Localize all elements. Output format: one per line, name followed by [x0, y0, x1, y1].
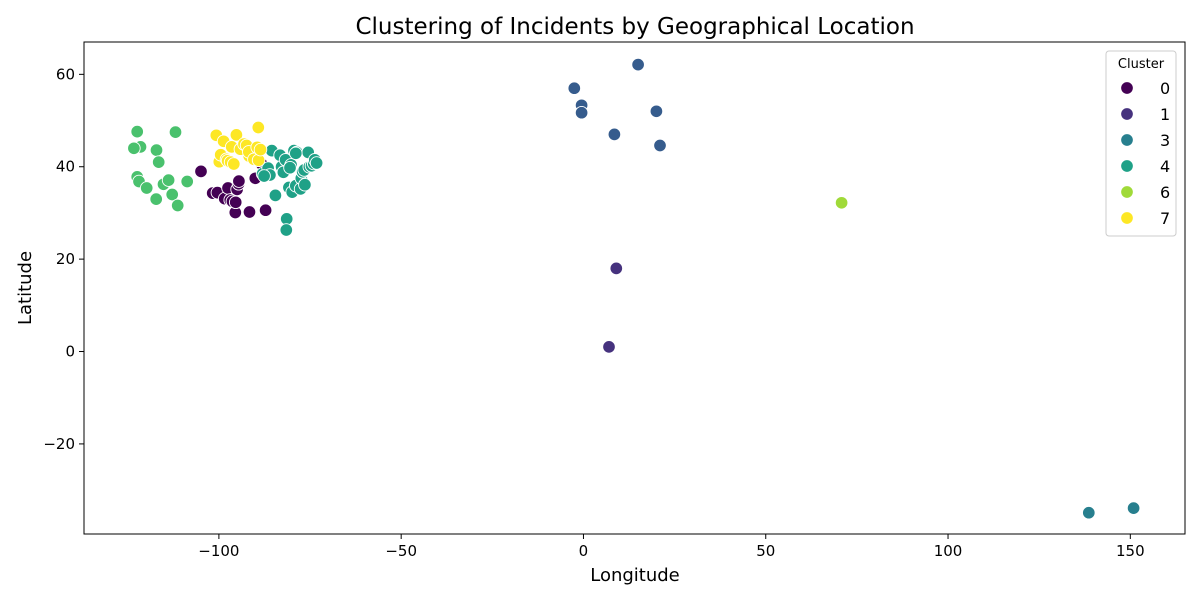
data-point-cluster-2: [607, 127, 622, 142]
data-point-cluster-4: [289, 146, 303, 161]
legend-label-1: 1: [1160, 105, 1170, 124]
data-point-cluster-5: [151, 155, 166, 169]
x-tick-label: 0: [579, 542, 589, 560]
legend-label-3: 3: [1160, 131, 1170, 150]
data-point-cluster-5: [127, 141, 141, 156]
legend-marker-6: [1120, 185, 1134, 199]
data-point-cluster-3: [1126, 501, 1141, 515]
legend-title: Cluster: [1118, 57, 1165, 72]
data-point-cluster-2: [653, 138, 667, 153]
legend-marker-0: [1120, 81, 1134, 95]
data-point-cluster-7: [227, 157, 241, 171]
x-tick-label: 100: [934, 542, 963, 560]
data-point-cluster-0: [232, 174, 246, 188]
x-tick-label: −100: [198, 542, 239, 560]
data-point-cluster-4: [283, 160, 297, 175]
y-tick-label: 20: [56, 250, 75, 268]
data-point-cluster-5: [180, 174, 194, 189]
plot-area: [83, 41, 1186, 535]
legend: Cluster 0 1 3 4 6 7: [1105, 50, 1177, 237]
legend-label-0: 0: [1160, 79, 1170, 98]
legend-label-6: 6: [1160, 183, 1170, 202]
x-tick-label: 150: [1116, 542, 1145, 560]
x-axis-ticks: −100 −50 0 50 100 150: [198, 534, 1145, 560]
data-point-cluster-0: [194, 164, 208, 179]
data-point-cluster-4: [279, 223, 294, 237]
data-point-cluster-1: [602, 340, 616, 354]
y-tick-label: 60: [56, 65, 75, 83]
legend-marker-4: [1120, 159, 1134, 173]
data-point-cluster-4: [268, 188, 283, 203]
points-layer: [127, 57, 1141, 520]
legend-marker-7: [1120, 211, 1134, 225]
x-tick-label: 50: [756, 542, 775, 560]
y-axis-label: Latitude: [15, 251, 36, 325]
legend-marker-1: [1120, 107, 1134, 121]
y-tick-label: 40: [56, 158, 75, 176]
data-point-cluster-1: [609, 261, 624, 276]
data-point-cluster-4: [257, 169, 271, 183]
data-point-cluster-5: [161, 173, 176, 187]
data-point-cluster-5: [170, 198, 185, 213]
y-tick-label: −20: [43, 435, 75, 453]
data-point-cluster-2: [631, 57, 645, 72]
x-axis-label: Longitude: [590, 565, 680, 586]
data-point-cluster-6: [834, 196, 849, 210]
x-tick-label: −50: [385, 542, 417, 560]
data-point-cluster-5: [130, 124, 144, 139]
data-point-cluster-5: [165, 187, 179, 202]
data-point-cluster-4: [298, 177, 312, 192]
chart-title: Clustering of Incidents by Geographical …: [355, 14, 914, 40]
data-point-cluster-5: [149, 143, 164, 157]
data-point-cluster-4: [309, 156, 324, 170]
data-point-cluster-0: [228, 195, 243, 210]
data-point-cluster-5: [149, 192, 163, 206]
data-point-cluster-0: [242, 205, 257, 219]
data-point-cluster-7: [253, 142, 268, 157]
data-point-cluster-5: [139, 181, 154, 195]
y-tick-label: 0: [65, 343, 75, 361]
data-point-cluster-3: [1082, 505, 1096, 520]
data-point-cluster-5: [168, 125, 183, 139]
legend-marker-3: [1120, 133, 1134, 147]
data-point-cluster-0: [258, 203, 273, 217]
data-point-cluster-2: [574, 105, 589, 120]
data-point-cluster-2: [567, 81, 582, 95]
data-point-cluster-7: [229, 128, 244, 142]
data-point-cluster-2: [649, 104, 664, 119]
data-point-cluster-7: [251, 120, 266, 135]
legend-label-4: 4: [1160, 157, 1170, 176]
y-axis-ticks: −20 0 20 40 60: [43, 65, 84, 453]
legend-label-7: 7: [1160, 209, 1170, 228]
